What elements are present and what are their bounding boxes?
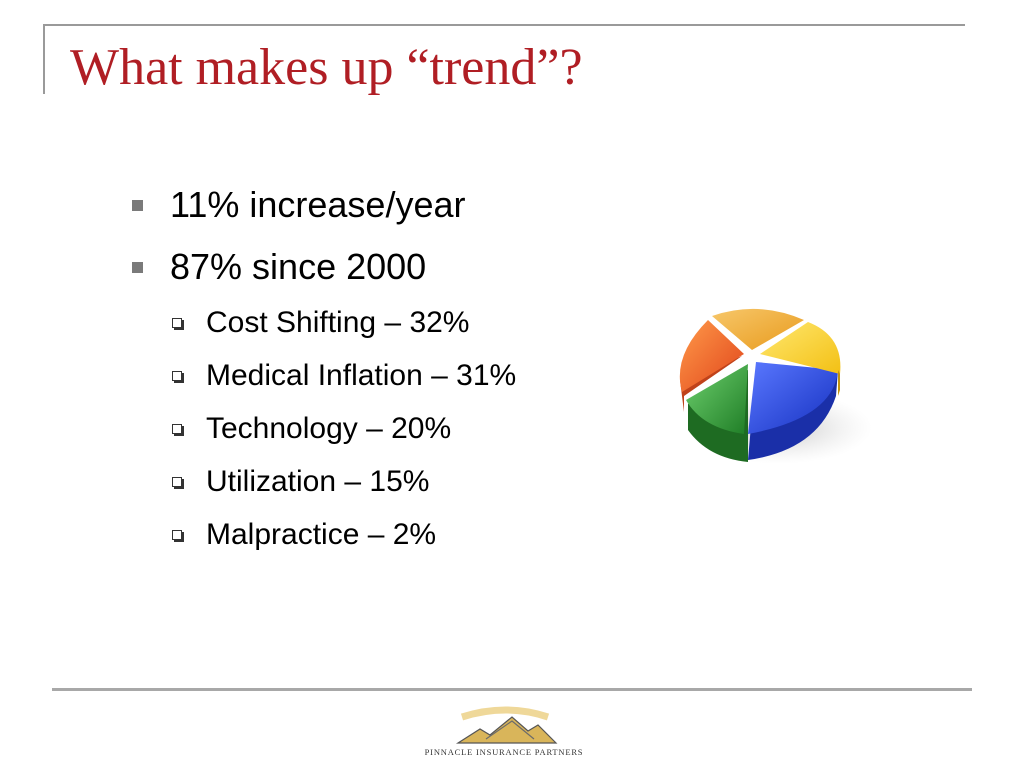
box-bullet-icon: [172, 424, 182, 434]
sub-bullet-text: Technology – 20%: [206, 412, 452, 445]
box-bullet-icon: [172, 371, 182, 381]
sub-bullet-item: Utilization – 15%: [172, 464, 430, 500]
sub-bullet-text: Malpractice – 2%: [206, 518, 437, 551]
company-logo: PINNACLE INSURANCE PARTNERS: [416, 705, 592, 763]
slide-title: What makes up “trend”?: [70, 39, 583, 96]
sub-bullet-item: Cost Shifting – 32%: [172, 305, 470, 341]
pie-chart-icon: [679, 308, 872, 464]
sub-bullet-text: Medical Inflation – 31%: [206, 359, 517, 392]
sub-bullet-item: Malpractice – 2%: [172, 517, 437, 553]
sub-bullet-text: Cost Shifting – 32%: [206, 306, 470, 339]
sub-bullet-item: Technology – 20%: [172, 411, 452, 447]
bullet-text: 11% increase/year: [170, 184, 466, 225]
square-bullet-icon: [132, 200, 143, 211]
square-bullet-icon: [132, 262, 143, 273]
sub-bullet-text: Utilization – 15%: [206, 465, 430, 498]
logo-text: PINNACLE INSURANCE PARTNERS: [424, 747, 584, 757]
sub-bullet-item: Medical Inflation – 31%: [172, 358, 517, 394]
bullet-item: 87% since 2000: [132, 245, 427, 289]
box-bullet-icon: [172, 530, 182, 540]
title-frame-top-line: [43, 24, 965, 26]
title-frame-left-line: [43, 24, 45, 94]
footer-divider: [52, 688, 972, 691]
box-bullet-icon: [172, 477, 182, 487]
bullet-text: 87% since 2000: [170, 246, 427, 287]
bullet-item: 11% increase/year: [132, 183, 466, 227]
mountain-logo-icon: [455, 706, 558, 744]
pie-chart-clipart: [668, 300, 874, 470]
box-bullet-icon: [172, 318, 182, 328]
